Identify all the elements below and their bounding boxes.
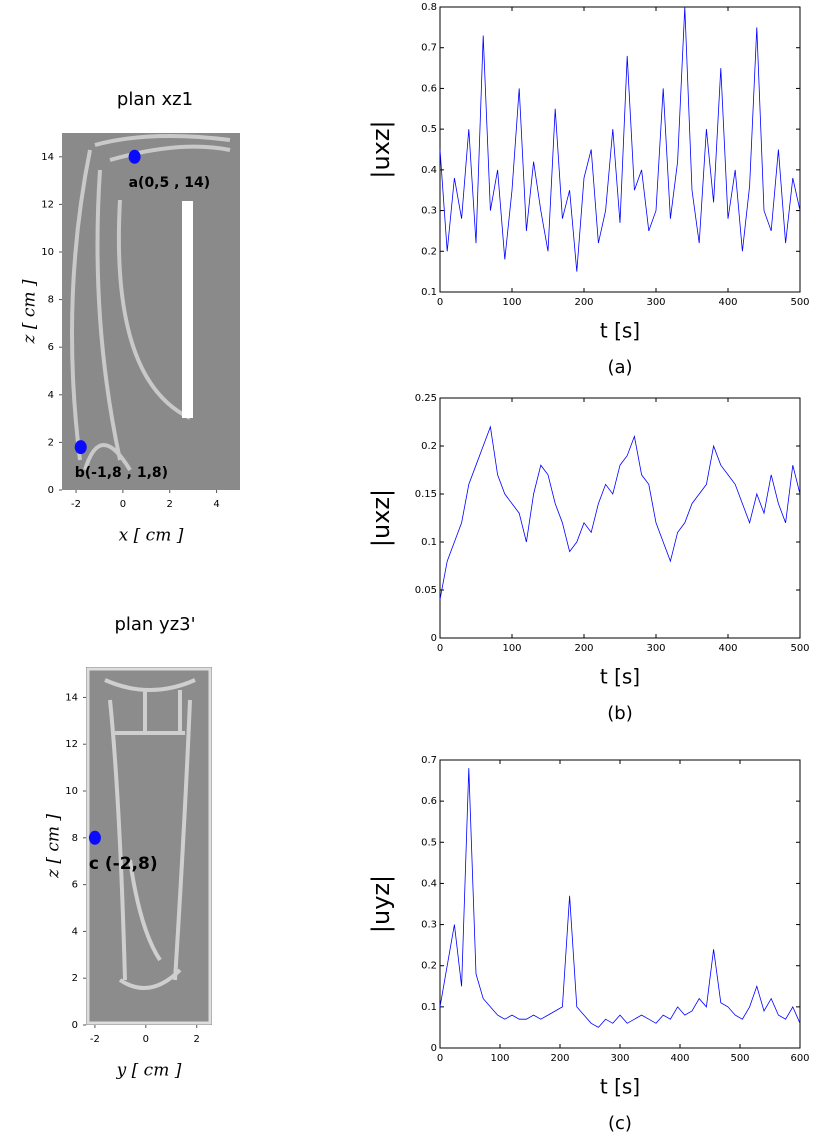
data-line bbox=[439, 768, 801, 1028]
y-tick-label: 0.1 bbox=[421, 287, 437, 298]
x-axis-label: y [ cm ] bbox=[116, 1061, 182, 1081]
x-tick-label: 0 bbox=[437, 1053, 443, 1064]
x-tick-label: 4 bbox=[213, 499, 219, 510]
y-tick-label: 8 bbox=[48, 295, 54, 306]
y-axis-label: |uxz| bbox=[367, 120, 395, 178]
x-axis-label: x [ cm ] bbox=[119, 526, 184, 546]
x-tick-label: 2 bbox=[194, 1034, 200, 1045]
probe-label: a(0,5 , 14) bbox=[129, 175, 211, 191]
y-tick-label: 0.15 bbox=[415, 489, 437, 500]
y-tick-label: 0.3 bbox=[421, 206, 437, 217]
flow-image bbox=[86, 667, 212, 1025]
x-axis-label: t [s] bbox=[600, 665, 640, 689]
y-tick-label: 0.4 bbox=[421, 165, 437, 176]
x-tick-label: 0 bbox=[120, 499, 126, 510]
x-tick-label: 400 bbox=[718, 643, 737, 654]
probe-label: b(-1,8 , 1,8) bbox=[75, 465, 168, 481]
y-tick-label: 12 bbox=[41, 199, 54, 210]
data-line bbox=[439, 425, 801, 600]
flow-image bbox=[62, 133, 240, 490]
y-tick-label: 0.25 bbox=[415, 393, 437, 404]
y-tick-label: 0 bbox=[72, 1020, 78, 1031]
y-tick-label: 14 bbox=[41, 152, 54, 163]
y-axis-label: |uxz| bbox=[367, 489, 395, 547]
x-tick-label: 100 bbox=[502, 643, 521, 654]
y-tick-label: 0.3 bbox=[421, 920, 437, 931]
image-title: plan yz3' bbox=[114, 614, 195, 635]
x-tick-label: 500 bbox=[790, 297, 809, 308]
x-tick-label: 300 bbox=[646, 643, 665, 654]
x-tick-label: 200 bbox=[574, 643, 593, 654]
probe-point bbox=[88, 830, 101, 845]
y-axis-label: z [ cm ] bbox=[44, 814, 64, 879]
y-tick-label: 14 bbox=[65, 692, 78, 703]
image-title: plan xz1 bbox=[117, 89, 193, 110]
y-tick-label: 4 bbox=[72, 926, 78, 937]
y-tick-label: 0 bbox=[431, 1043, 437, 1054]
x-tick-label: 500 bbox=[730, 1053, 749, 1064]
y-tick-label: 10 bbox=[65, 786, 78, 797]
y-tick-label: 8 bbox=[72, 833, 78, 844]
caption: (a) bbox=[607, 357, 632, 378]
x-tick-label: 300 bbox=[610, 1053, 629, 1064]
x-tick-label: 300 bbox=[646, 297, 665, 308]
y-tick-label: 2 bbox=[48, 437, 54, 448]
y-tick-label: 0 bbox=[48, 485, 54, 496]
y-tick-label: 0.1 bbox=[421, 537, 437, 548]
x-tick-label: 200 bbox=[550, 1053, 569, 1064]
y-tick-label: 0.4 bbox=[421, 878, 437, 889]
x-tick-label: 0 bbox=[437, 297, 443, 308]
plot-frame bbox=[439, 759, 801, 1049]
y-tick-label: 0.7 bbox=[421, 43, 437, 54]
probe-label: c (-2,8) bbox=[89, 854, 158, 874]
caption: (c) bbox=[608, 1113, 632, 1134]
plot-frame bbox=[439, 397, 801, 639]
x-tick-label: 0 bbox=[143, 1034, 149, 1045]
x-tick-label: 500 bbox=[790, 643, 809, 654]
y-tick-label: 0.6 bbox=[421, 796, 437, 807]
caption: (b) bbox=[607, 703, 632, 724]
y-tick-label: 6 bbox=[48, 342, 54, 353]
x-axis-label: t [s] bbox=[600, 1075, 640, 1099]
y-tick-label: 0.6 bbox=[421, 83, 437, 94]
y-tick-label: 6 bbox=[72, 880, 78, 891]
y-tick-label: 10 bbox=[41, 247, 54, 258]
probe-point bbox=[74, 440, 87, 455]
y-tick-label: 0.5 bbox=[421, 124, 437, 135]
x-tick-label: -2 bbox=[90, 1034, 100, 1045]
y-tick-label: 0 bbox=[431, 633, 437, 644]
x-tick-label: 400 bbox=[670, 1053, 689, 1064]
y-tick-label: 2 bbox=[72, 973, 78, 984]
y-tick-label: 0.2 bbox=[421, 246, 437, 257]
probe-point bbox=[128, 149, 141, 164]
x-axis-label: t [s] bbox=[600, 319, 640, 343]
y-tick-label: 4 bbox=[48, 390, 54, 401]
y-tick-label: 0.05 bbox=[415, 585, 437, 596]
y-tick-label: 0.2 bbox=[421, 961, 437, 972]
x-tick-label: 100 bbox=[490, 1053, 509, 1064]
y-tick-label: 12 bbox=[65, 739, 78, 750]
y-axis-label: |uyz| bbox=[367, 875, 395, 933]
x-tick-label: -2 bbox=[71, 499, 81, 510]
y-tick-label: 0.5 bbox=[421, 837, 437, 848]
data-line bbox=[439, 6, 801, 272]
x-tick-label: 200 bbox=[574, 297, 593, 308]
x-tick-label: 600 bbox=[790, 1053, 809, 1064]
y-tick-label: 0.7 bbox=[421, 755, 437, 766]
x-tick-label: 0 bbox=[437, 643, 443, 654]
x-tick-label: 400 bbox=[718, 297, 737, 308]
y-tick-label: 0.8 bbox=[421, 2, 437, 13]
plot-frame bbox=[439, 6, 801, 293]
y-axis-label: z [ cm ] bbox=[20, 279, 40, 344]
y-tick-label: 0.1 bbox=[421, 1002, 437, 1013]
y-tick-label: 0.2 bbox=[421, 441, 437, 452]
x-tick-label: 100 bbox=[502, 297, 521, 308]
x-tick-label: 2 bbox=[167, 499, 173, 510]
